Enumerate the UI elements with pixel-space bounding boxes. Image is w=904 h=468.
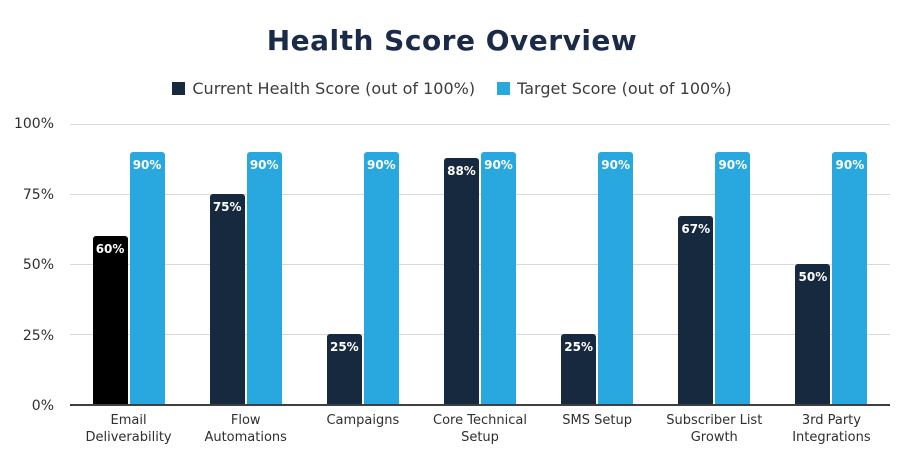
- target-score-bar: 90%: [715, 152, 751, 404]
- bar-value-label: 25%: [329, 340, 359, 354]
- gridline: [70, 124, 890, 125]
- bar-group: 60% 90%: [70, 124, 187, 404]
- bar-group: 88% 90%: [421, 124, 538, 404]
- x-axis-category-label: Email Deliverability: [85, 413, 172, 445]
- bar-value-label: 90%: [366, 158, 396, 172]
- x-axis-category-label: Core Technical Setup: [433, 413, 527, 445]
- gridline: [70, 194, 890, 195]
- y-axis-tick-label: 75%: [22, 186, 54, 203]
- bar-pair: 67% 90%: [656, 124, 773, 404]
- y-axis-tick-label: 50%: [22, 257, 54, 273]
- bar-value-label: 75%: [212, 200, 242, 214]
- target-score-bar: 90%: [246, 152, 282, 404]
- bar-value-label: 60%: [95, 242, 125, 256]
- bar-value-label: 88%: [447, 163, 476, 178]
- y-axis: 100% 75% 50% 25% 0%: [0, 116, 62, 414]
- x-axis-category-label: Campaigns: [326, 413, 400, 428]
- current-score-bar: 50%: [795, 264, 831, 404]
- target-score-bar: 90%: [129, 152, 165, 404]
- legend-label-current: Current Health Score (out of 100%): [192, 79, 476, 98]
- legend-item-current: Current Health Score (out of 100%): [172, 79, 475, 98]
- y-axis-tick-label: 0%: [31, 398, 54, 414]
- x-axis-category-label: Flow Automations: [204, 413, 287, 445]
- bar-pair: 25% 90%: [539, 124, 656, 404]
- current-score-bar: 25%: [561, 334, 597, 404]
- y-axis-tick-label: 25%: [22, 327, 54, 344]
- target-score-bar: 90%: [363, 152, 399, 404]
- plot-area: 60% 90% 75% 90% 25% 90% 88% 90% 25% 90% 67% 90% 50% 9…: [70, 124, 890, 406]
- target-score-bar: 90%: [598, 152, 634, 404]
- legend-label-target: Target Score (out of 100%): [517, 79, 732, 98]
- x-axis-category-label: SMS Setup: [562, 413, 632, 428]
- bar-pair: 50% 90%: [773, 124, 890, 404]
- bar-group: 67% 90%: [656, 124, 773, 404]
- current-score-bar: 67%: [678, 216, 714, 404]
- y-axis-tick-label: 100%: [13, 116, 54, 132]
- bar-group: 25% 90%: [304, 124, 421, 404]
- bar-value-label: 50%: [798, 270, 828, 284]
- bar-value-label: 90%: [835, 158, 865, 172]
- x-axis: Email Deliverability Flow Automations Camp…: [70, 412, 890, 446]
- legend-item-target: Target Score (out of 100%): [497, 79, 732, 98]
- x-axis-category-label: Subscriber List Growth: [666, 413, 763, 445]
- bar-group: 25% 90%: [539, 124, 656, 404]
- current-score-bar: 88%: [443, 157, 479, 404]
- bar-pair: 25% 90%: [304, 124, 421, 404]
- x-axis-category-label: 3rd Party Integrations: [792, 413, 871, 445]
- bar-value-label: 90%: [601, 158, 630, 172]
- bar-value-label: 25%: [564, 340, 593, 354]
- chart-title: Health Score Overview: [266, 24, 638, 57]
- gridline: [70, 264, 890, 265]
- bar-value-label: 90%: [249, 158, 279, 172]
- bar-pair: 75% 90%: [187, 124, 304, 404]
- target-score-bar: 90%: [832, 152, 868, 404]
- bar-value-label: 67%: [681, 222, 711, 237]
- bar-pair: 88% 90%: [421, 124, 538, 404]
- bar-value-label: 90%: [484, 158, 513, 172]
- bar-group: 75% 90%: [187, 124, 304, 404]
- bar-value-label: 90%: [132, 158, 162, 172]
- target-score-bar: 90%: [480, 152, 516, 404]
- gridline: [70, 334, 890, 335]
- target-series-swatch-icon: [497, 82, 511, 95]
- legend: Current Health Score (out of 100%) Targe…: [0, 79, 904, 98]
- current-score-bar: 60%: [92, 236, 128, 404]
- bar-value-label: 90%: [718, 158, 748, 172]
- bar-group: 50% 90%: [773, 124, 890, 404]
- bar-pair: 60% 90%: [70, 124, 187, 404]
- current-score-bar: 75%: [209, 194, 245, 404]
- bar-groups: 60% 90% 75% 90% 25% 90% 88% 90% 25% 90% 67% 90% 50% 9…: [70, 124, 890, 404]
- current-series-swatch-icon: [172, 82, 186, 95]
- current-score-bar: 25%: [326, 334, 362, 404]
